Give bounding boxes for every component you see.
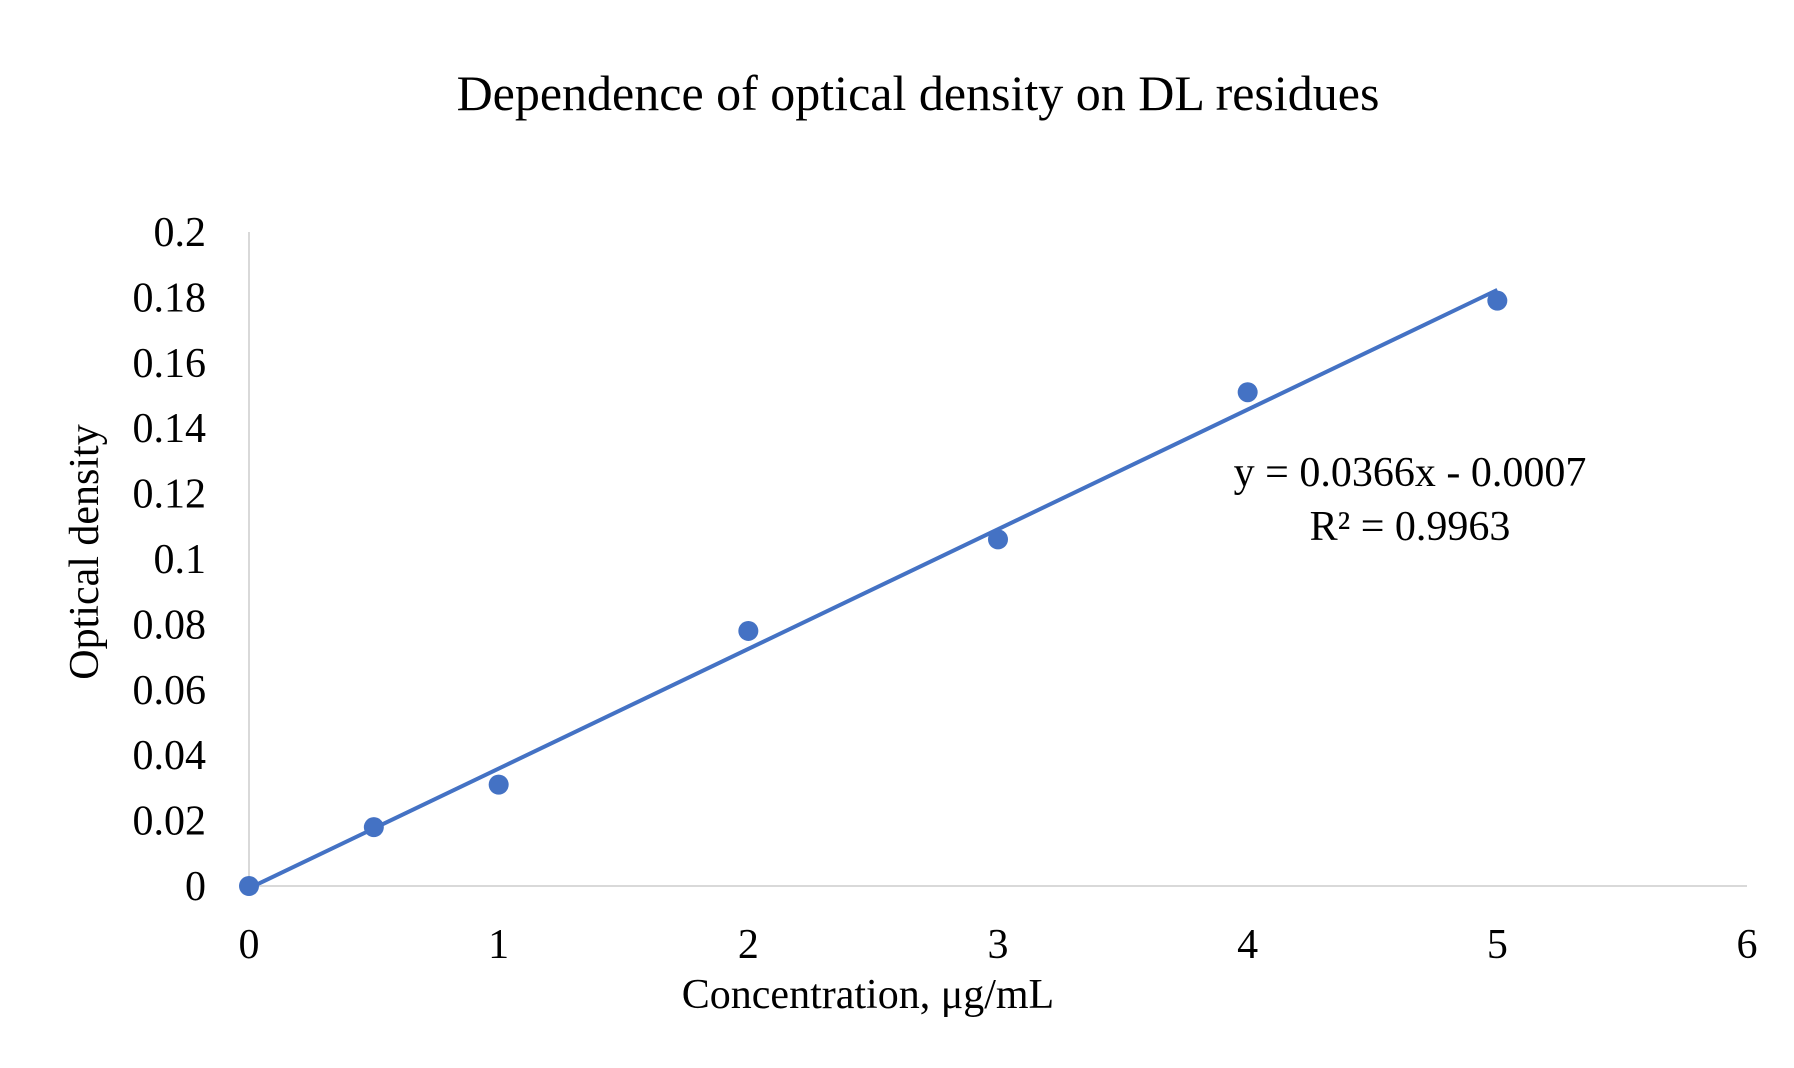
data-point bbox=[488, 774, 509, 795]
trendline-equation: y = 0.0366x - 0.0007 bbox=[1234, 450, 1587, 496]
y-tick-label: 0.06 bbox=[133, 668, 207, 714]
plot-area: 0 0.02 0.04 0.06 0.08 0.1 0.12 0.14 0.16 0.18 0.2 0… bbox=[133, 210, 1758, 968]
x-tick-label: 3 bbox=[988, 922, 1009, 968]
x-tick-label: 6 bbox=[1737, 922, 1758, 968]
data-point bbox=[1237, 382, 1258, 403]
x-tick-label: 4 bbox=[1237, 922, 1258, 968]
y-tick-label: 0.18 bbox=[133, 275, 207, 321]
y-tick-label: 0.04 bbox=[133, 733, 207, 779]
y-tick-label: 0.2 bbox=[154, 210, 207, 256]
data-point bbox=[738, 620, 759, 641]
y-tick-label: 0 bbox=[185, 864, 206, 910]
x-tick-label: 1 bbox=[488, 922, 509, 968]
y-tick-label: 0.02 bbox=[133, 799, 207, 845]
x-tick-label: 2 bbox=[738, 922, 759, 968]
chart-title: Dependence of optical density on DL resi… bbox=[457, 65, 1380, 121]
x-tick-label: 5 bbox=[1487, 922, 1508, 968]
y-tick-label: 0.12 bbox=[133, 472, 207, 518]
trendline bbox=[248, 288, 1499, 891]
y-tick-label: 0.08 bbox=[133, 602, 207, 648]
data-point bbox=[1487, 290, 1508, 311]
data-point bbox=[363, 817, 384, 838]
data-point bbox=[239, 876, 259, 896]
trendline-r-squared: R² = 0.9963 bbox=[1310, 504, 1511, 550]
y-axis-label: Optical density bbox=[62, 424, 108, 679]
y-tick-label: 0.16 bbox=[133, 341, 207, 387]
y-tick-label: 0.1 bbox=[154, 537, 207, 583]
x-axis-label: Concentration, μg/mL bbox=[682, 972, 1054, 1018]
y-tick-label: 0.14 bbox=[133, 406, 207, 452]
data-point bbox=[988, 529, 1008, 550]
x-tick-label: 0 bbox=[239, 922, 260, 968]
